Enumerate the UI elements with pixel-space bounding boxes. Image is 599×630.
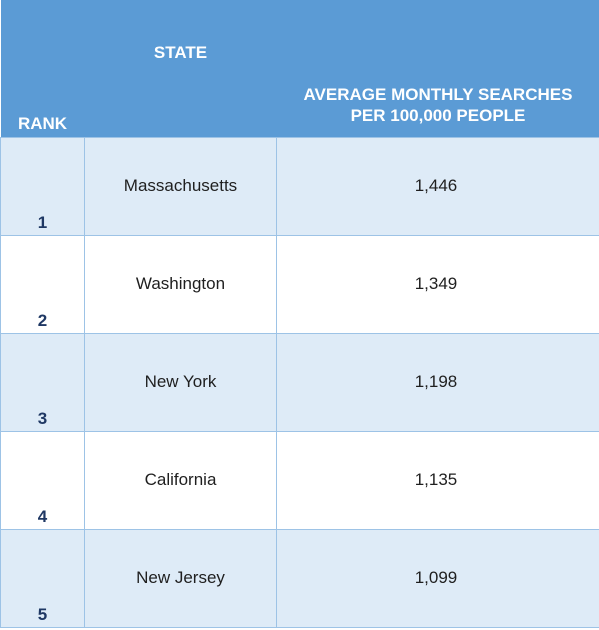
table-body: 1 Massachusetts 1,446 2 Washington 1,349… [0, 136, 599, 628]
table-row: 1 Massachusetts 1,446 [0, 136, 599, 236]
rank-cell: 1 [0, 136, 85, 236]
state-cell: Massachusetts [84, 136, 277, 236]
state-cell: New York [84, 332, 277, 432]
header-average-searches: AVERAGE MONTHLY SEARCHES PER 100,000 PEO… [276, 0, 599, 137]
header-row: RANK STATE AVERAGE MONTHLY SEARCHES PER … [0, 0, 599, 137]
header-average-line1: AVERAGE MONTHLY SEARCHES [303, 84, 573, 104]
header-state: STATE [84, 0, 277, 137]
rank-cell: 5 [0, 528, 85, 628]
rank-cell: 4 [0, 430, 85, 530]
table-row: 3 New York 1,198 [0, 332, 599, 432]
header-rank: RANK [0, 0, 85, 137]
header-average-line2: PER 100,000 PEOPLE [350, 105, 526, 125]
rank-cell: 2 [0, 234, 85, 334]
state-cell: New Jersey [84, 528, 277, 628]
average-searches-cell: 1,135 [276, 430, 599, 530]
table-row: 2 Washington 1,349 [0, 234, 599, 334]
header-state-label: STATE [153, 42, 208, 62]
table-header: RANK STATE AVERAGE MONTHLY SEARCHES PER … [0, 0, 599, 137]
state-cell: Washington [84, 234, 277, 334]
state-cell: California [84, 430, 277, 530]
average-searches-cell: 1,349 [276, 234, 599, 334]
average-searches-cell: 1,198 [276, 332, 599, 432]
average-searches-cell: 1,099 [276, 528, 599, 628]
table-row: 5 New Jersey 1,099 [0, 528, 599, 628]
average-searches-cell: 1,446 [276, 136, 599, 236]
table-row: 4 California 1,135 [0, 430, 599, 530]
rank-cell: 3 [0, 332, 85, 432]
